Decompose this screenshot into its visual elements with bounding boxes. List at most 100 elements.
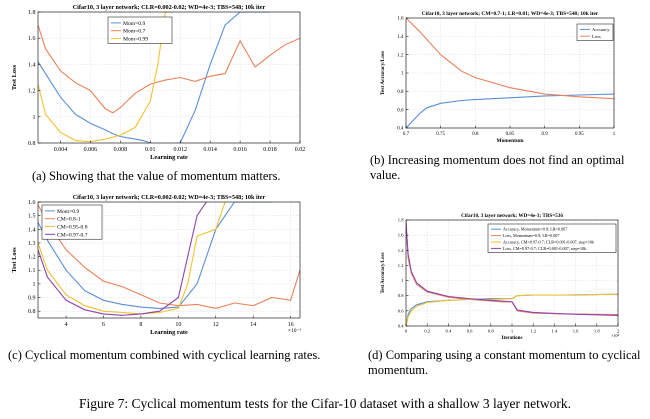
x-tick-label: 0.01 <box>145 147 156 153</box>
x-tick-label: 0.7 <box>403 132 410 137</box>
chart-title: Cifar10, 3 layer network; WD=4e-3; TBS=5… <box>461 213 563 219</box>
y-tick-label: 0.4 <box>397 127 404 132</box>
y-tick-label: 1.5 <box>28 214 36 220</box>
legend-label-2: Mom=0.7 <box>123 29 145 35</box>
y-tick-label: 1.4 <box>28 62 36 68</box>
series-line-3 <box>38 12 173 143</box>
y-tick-label: 1 <box>401 278 404 283</box>
axes-box <box>37 11 301 144</box>
x-tick-label: 0.018 <box>263 147 277 153</box>
legend-box <box>487 223 617 253</box>
x-tick-label: 0.016 <box>233 147 247 153</box>
legend-label-1: Mom=0.9 <box>57 209 79 215</box>
x-tick-label: 2 <box>617 329 620 334</box>
series-line-3 <box>406 293 618 326</box>
legend-label-1: Accuracy, Momentum=0.9; LR=0.007 <box>503 227 567 233</box>
x-tick-label: 0.004 <box>54 147 68 153</box>
y-axis-label: Test Loss <box>11 247 18 273</box>
x-multiplier-label: ×10⁻³ <box>288 328 302 334</box>
x-tick-label: 0.8 <box>472 132 479 137</box>
x-tick-label: 0.4 <box>446 329 452 334</box>
y-tick-label: 1.6 <box>28 36 36 42</box>
x-tick-label: 0.85 <box>506 132 515 137</box>
x-tick-label: 0.012 <box>173 147 187 153</box>
x-axis-label: Learning rate <box>150 329 188 336</box>
legend-label-3: CM=0.95-0.8 <box>57 225 88 231</box>
x-tick-label: 1.4 <box>552 329 558 334</box>
y-axis-label: Test Accuracy/Loss <box>381 252 386 293</box>
y-axis-label: Test Accuracy/Loss <box>380 51 386 95</box>
y-tick-label: 1 <box>33 115 36 121</box>
y-tick-label: 1.2 <box>28 89 36 95</box>
y-tick-label: 1.6 <box>397 17 404 22</box>
x-tick-label: 0.006 <box>84 147 98 153</box>
y-tick-label: 1 <box>33 282 36 288</box>
chart-d: 0 0.2 0.4 0.6 0.8 1 1.2 1.4 1.6 1.8 2 0.4 0.6 0.8 1 1.2… <box>381 213 620 341</box>
y-tick-label: 1.4 <box>397 35 404 40</box>
x-axis-label: Iterations <box>502 336 523 341</box>
y-tick-label: 0.4 <box>398 324 404 329</box>
caption-d: (d) Comparing using a constant momentum … <box>368 348 641 377</box>
caption-a: (a) Showing that the value of momentum m… <box>32 169 281 183</box>
y-tick-label: 0.6 <box>397 108 404 113</box>
legend-label-1: Accuracy <box>592 27 610 32</box>
x-tick-label: 1.8 <box>594 329 600 334</box>
y-tick-label: 1.4 <box>398 248 404 253</box>
legend-label-2: Loss <box>592 34 601 39</box>
x-tick-label: 6 <box>102 322 105 328</box>
y-tick-label: 1.2 <box>398 263 404 268</box>
y-tick-label: 1 <box>401 72 404 77</box>
legend-label-4: Loss, CM=0.97-0.7; CLR=0.001-0.007, step… <box>503 246 587 252</box>
x-tick-label: 1 <box>511 329 514 334</box>
legend-label-3: Mom=0.99 <box>123 37 148 43</box>
chart-b: 0.7 0.75 0.8 0.85 0.9 0.95 1 0.4 0.6 0.8 1 1.2 1.4 1.… <box>380 11 616 144</box>
series-line-1 <box>38 12 271 143</box>
x-tick-label: 14 <box>250 322 256 328</box>
x-tick-label: 0.02 <box>295 147 306 153</box>
x-tick-label: 8 <box>139 322 142 328</box>
y-tick-label: 0.8 <box>398 293 404 298</box>
x-tick-label: 0.95 <box>575 132 584 137</box>
legend-label-2: CM=0.8-1 <box>57 217 81 223</box>
x-multiplier-label: ×10⁴ <box>611 333 619 338</box>
y-tick-label: 0.9 <box>28 296 36 302</box>
y-tick-label: 0.6 <box>398 308 404 313</box>
x-axis-label: Learning rate <box>150 154 188 161</box>
y-tick-label: 0.8 <box>28 309 36 315</box>
y-tick-label: 1.6 <box>28 200 36 206</box>
figure-caption: Figure 7: Cyclical momentum tests for th… <box>79 396 571 411</box>
y-tick-label: 1.2 <box>397 53 404 58</box>
legend-label-4: CM=0.97-0.7 <box>57 232 88 238</box>
series-line-2 <box>406 18 614 100</box>
y-tick-label: 1.3 <box>28 241 36 247</box>
x-tick-label: 0.8 <box>488 329 494 334</box>
x-tick-label: 0.75 <box>436 132 445 137</box>
y-tick-label: 1.1 <box>28 268 36 274</box>
y-tick-label: 1.8 <box>28 10 36 16</box>
series-line-2 <box>38 24 300 114</box>
y-axis-label: Test Loss <box>11 64 18 90</box>
x-tick-label: 0 <box>405 329 408 334</box>
caption-c: (c) Cyclical momentum combined with cycl… <box>8 348 321 362</box>
caption-b: (b) Increasing momentum does not find an… <box>370 153 625 182</box>
x-tick-label: 0.014 <box>203 147 217 153</box>
chart-a: 0.004 0.006 0.008 0.01 0.012 0.014 0.016 0.018 0… <box>11 4 306 161</box>
y-tick-label: 1.2 <box>28 255 36 261</box>
x-axis-label: Momentum <box>497 138 524 144</box>
x-tick-label: 1.2 <box>530 329 536 334</box>
series-line-1 <box>406 93 614 128</box>
x-tick-label: 0.9 <box>542 132 549 137</box>
x-tick-label: 0.6 <box>467 329 473 334</box>
x-tick-label: 0.008 <box>114 147 128 153</box>
series-line-2 <box>406 220 618 316</box>
y-tick-label: 0.8 <box>397 90 404 95</box>
series-line-4 <box>406 223 618 316</box>
x-tick-label: 12 <box>213 322 219 328</box>
series-line-1 <box>38 202 272 309</box>
series-line-4 <box>38 202 207 316</box>
y-tick-label: 1.4 <box>28 227 36 233</box>
chart-title: Cifar10, 3 layer network; CLR=0.002-0.02… <box>73 194 266 201</box>
axes-box <box>37 201 301 319</box>
x-tick-label: 1.6 <box>573 329 579 334</box>
x-tick-label: 1 <box>613 132 616 137</box>
